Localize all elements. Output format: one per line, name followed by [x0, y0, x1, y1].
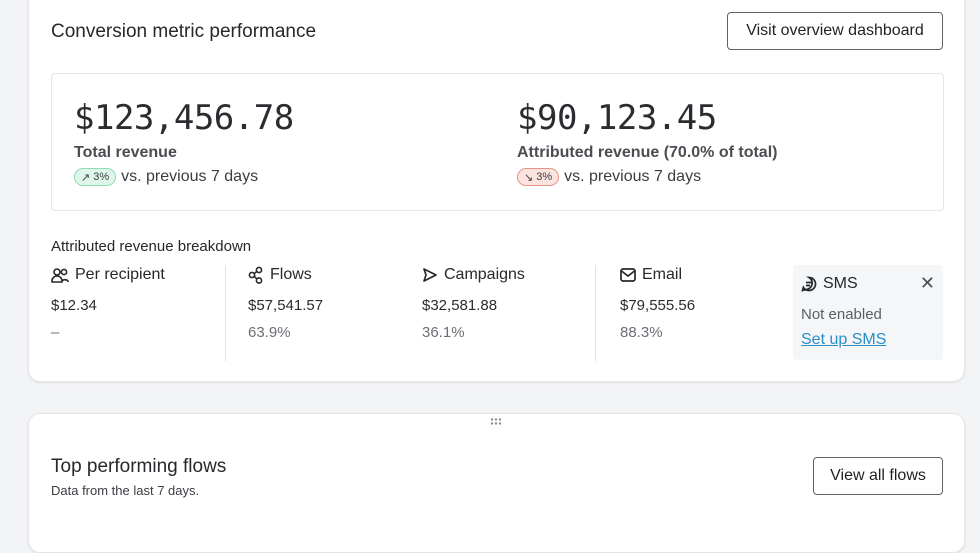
conversion-card: Conversion metric performance Visit over…: [28, 0, 965, 382]
total-revenue-value: $123,456.78: [74, 98, 294, 138]
campaigns-column: Campaigns $32,581.88 36.1%: [422, 266, 525, 341]
attributed-revenue-comparison: ↘ 3% vs. previous 7 days: [517, 168, 701, 186]
close-icon[interactable]: ✕: [919, 273, 935, 293]
change-badge-down: ↘ 3%: [517, 168, 560, 186]
users-icon: [51, 268, 69, 283]
attributed-revenue-label: Attributed revenue (70.0% of total): [517, 144, 778, 161]
change-badge-up: ↗ 3%: [74, 168, 117, 186]
top-flows-title: Top performing flows: [51, 456, 227, 477]
view-all-flows-button[interactable]: View all flows: [813, 457, 943, 495]
attributed-revenue-value: $90,123.45: [517, 98, 717, 138]
trend-up-icon: ↗: [81, 171, 91, 184]
total-revenue-label: Total revenue: [74, 144, 177, 161]
divider: [595, 265, 596, 361]
trend-down-icon: ↘: [524, 171, 534, 184]
total-revenue-comparison: ↗ 3% vs. previous 7 days: [74, 168, 258, 186]
card-title: Conversion metric performance: [51, 21, 317, 42]
top-flows-card: Top performing flows Data from the last …: [28, 413, 965, 553]
visit-overview-button[interactable]: Visit overview dashboard: [727, 12, 943, 50]
divider: [225, 265, 226, 361]
set-up-sms-link[interactable]: Set up SMS: [801, 331, 887, 348]
mail-icon: [620, 268, 636, 282]
breakdown-title: Attributed revenue breakdown: [51, 238, 252, 255]
drag-handle-icon[interactable]: [490, 418, 502, 425]
top-flows-subtitle: Data from the last 7 days.: [51, 483, 200, 498]
flows-column: Flows $57,541.57 63.9%: [248, 266, 324, 341]
send-icon: [423, 268, 437, 282]
sms-status: Not enabled: [801, 306, 882, 323]
flows-icon: [248, 266, 263, 284]
metrics-box: $123,456.78 Total revenue ↗ 3% vs. previo…: [51, 73, 944, 211]
sms-panel: SMS Not enabled Set up SMS ✕: [793, 265, 943, 360]
email-column: Email $79,555.56 88.3%: [620, 266, 696, 341]
per-recipient-column: Per recipient $12.34 –: [51, 266, 165, 341]
chat-icon: [801, 276, 817, 292]
